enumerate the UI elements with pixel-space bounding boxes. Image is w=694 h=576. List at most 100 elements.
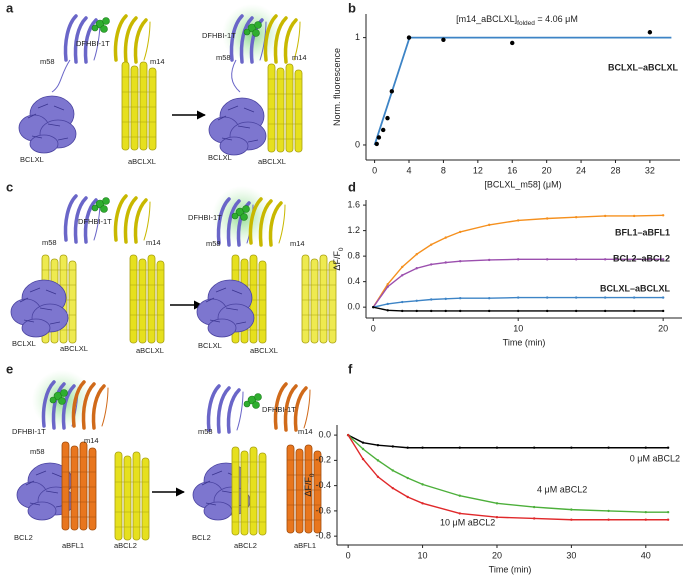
data-point: [661, 258, 665, 261]
yellow-bundle: [129, 254, 165, 344]
diagram-label: m58: [198, 427, 213, 436]
data-point: [661, 296, 665, 299]
data-point: [430, 243, 433, 246]
data-point: [406, 446, 409, 449]
data-point: [488, 223, 491, 227]
diagram-label: m14: [150, 57, 165, 66]
x-axis-label: Time (min): [503, 337, 546, 347]
x-axis-label: [BCLXL_m58] (μM): [484, 179, 561, 189]
series-line: [372, 214, 664, 308]
y-tick-label: -0.8: [315, 531, 331, 541]
diagram-label: aBCLXL: [128, 157, 156, 166]
data-point: [488, 258, 491, 262]
diagram-label: BCL2: [192, 533, 211, 542]
series-line: [373, 36, 672, 146]
diagram-label: aBFL1: [62, 541, 84, 550]
data-point: [517, 296, 520, 299]
diagram-label: m58: [216, 53, 231, 62]
x-tick-label: 0: [346, 550, 351, 560]
data-point: [488, 309, 491, 313]
diagram-label: m14: [298, 427, 313, 436]
data-point: [391, 486, 395, 490]
data-point: [574, 258, 578, 261]
y-axis-label-text: ΔF/F: [332, 251, 342, 271]
data-point: [386, 285, 389, 288]
x-tick-label: 10: [513, 323, 523, 333]
series-label: BCL2–aBCL2: [613, 253, 670, 263]
series-label: 10 μM aBCL2: [440, 517, 495, 527]
data-point: [495, 446, 499, 449]
diagram-label: BCLXL: [12, 339, 36, 348]
diagram-label: aBFL1: [294, 541, 316, 550]
y-axis-label-sub: 0: [309, 473, 316, 477]
yellow-bundle: [301, 254, 337, 344]
blue-domain: [10, 279, 69, 338]
ligand: [243, 393, 262, 409]
x-tick-label: 20: [542, 165, 552, 175]
data-point: [415, 309, 418, 313]
m58-sheet: [206, 384, 245, 434]
data-point: [415, 267, 418, 270]
m14-sheet: [113, 14, 152, 64]
x-tick-label: 20: [492, 550, 502, 560]
diagram-label: m14: [146, 238, 161, 247]
data-point: [415, 299, 418, 302]
x-axis-label: Time (min): [489, 564, 532, 574]
panel-c-diagram: m58 DFHBI-1T m14 BCLXL aBCLXL aBCLXL DFH…: [10, 186, 337, 355]
y-tick-label: 1: [355, 32, 360, 42]
data-point: [488, 297, 491, 300]
orange-bundle: [61, 441, 97, 531]
data-point: [430, 309, 433, 313]
data-point: [603, 309, 607, 313]
data-point: [574, 309, 578, 313]
y-tick-label: 0.4: [347, 276, 360, 286]
diagram-label: DFHBI-1T: [78, 217, 112, 226]
diagram-label: DFHBI-1T: [12, 427, 46, 436]
y-axis-label-sub: 0: [338, 247, 345, 251]
data-point: [632, 296, 636, 299]
yellow-bundle: [114, 451, 150, 541]
data-point: [361, 457, 365, 461]
series-label: BFL1–aBFL1: [615, 227, 670, 237]
data-point: [545, 217, 549, 220]
data-point: [459, 230, 462, 234]
data-point: [376, 135, 382, 140]
data-point: [386, 309, 389, 312]
x-tick-label: 16: [507, 165, 517, 175]
diagram-label: m58: [40, 57, 55, 66]
diagram-label: m14: [292, 53, 307, 62]
linker: [231, 59, 241, 93]
data-point: [444, 297, 447, 301]
data-point: [632, 258, 636, 261]
y-tick-label: 0.8: [347, 251, 360, 261]
data-point: [391, 445, 395, 448]
data-point: [603, 214, 607, 218]
diagram-label: BCLXL: [20, 155, 44, 164]
data-point: [376, 444, 380, 447]
diagram-label: BCLXL: [198, 341, 222, 350]
diagram-label: aBCLXL: [60, 344, 88, 353]
blue-domain: [18, 95, 77, 154]
data-point: [661, 214, 665, 217]
diagram-label: DFHBI-1T: [202, 31, 236, 40]
diagram-label: m58: [42, 238, 57, 247]
series-label: 4 μM aBCL2: [537, 484, 587, 494]
data-point: [458, 446, 461, 449]
y-tick-label: 0.0: [318, 429, 331, 439]
data-point: [532, 446, 536, 449]
x-tick-label: 0: [371, 323, 376, 333]
data-point: [376, 475, 380, 478]
data-point: [532, 517, 536, 520]
data-point: [386, 282, 389, 286]
panel-e-diagram: DFHBI-1T m58 m14 BCL2 aBFL1 aBCL2 m58 DF…: [12, 370, 322, 550]
panel-letter: d: [348, 179, 356, 194]
y-axis-label: ΔF/F0: [332, 247, 344, 271]
diagram-label: DFHBI-1T: [262, 405, 296, 414]
annotation-text: [m14_aBCLXL]: [456, 14, 517, 24]
y-axis-label-text: ΔF/F: [303, 477, 313, 497]
diagram-label: m58: [206, 239, 221, 248]
diagram-label: BCL2: [14, 533, 33, 542]
data-point: [570, 446, 573, 449]
data-point: [495, 502, 499, 505]
